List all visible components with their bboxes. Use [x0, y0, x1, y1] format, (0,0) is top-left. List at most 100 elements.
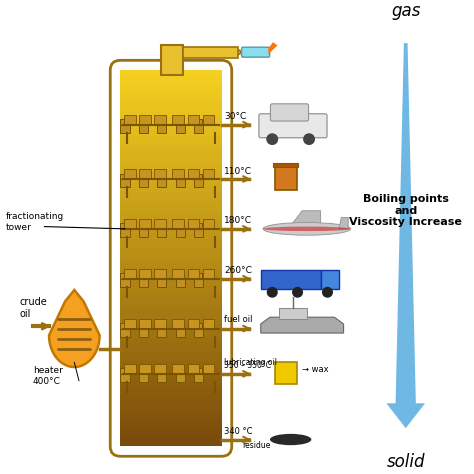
Bar	[120, 112, 222, 117]
Bar	[120, 239, 222, 244]
Bar	[188, 364, 199, 374]
Text: 340 °C: 340 °C	[224, 427, 253, 436]
Bar	[139, 374, 148, 382]
Bar	[203, 115, 214, 125]
Bar	[120, 164, 222, 169]
Bar	[161, 46, 183, 75]
Bar	[157, 273, 165, 279]
Bar	[124, 169, 136, 179]
Bar	[139, 368, 146, 374]
Circle shape	[322, 287, 333, 298]
Bar	[120, 108, 222, 113]
Bar	[120, 333, 222, 338]
Bar	[120, 267, 222, 273]
Bar	[120, 356, 222, 362]
Bar	[120, 225, 222, 230]
Text: crude
oil: crude oil	[19, 297, 47, 319]
Bar	[183, 47, 238, 58]
Bar	[194, 223, 202, 229]
Bar	[120, 408, 222, 413]
Bar	[155, 269, 166, 279]
Bar	[120, 324, 222, 329]
Bar	[188, 319, 199, 328]
Bar	[120, 216, 222, 221]
Bar	[203, 319, 214, 328]
Bar	[120, 295, 222, 301]
Bar	[157, 179, 166, 187]
Bar	[120, 98, 222, 103]
Bar	[120, 263, 222, 268]
Bar	[124, 319, 136, 328]
Text: 30°C: 30°C	[224, 112, 246, 121]
Bar	[120, 126, 222, 131]
Bar	[155, 219, 166, 229]
Bar	[139, 173, 146, 179]
Bar	[194, 125, 203, 133]
FancyBboxPatch shape	[259, 114, 327, 138]
Bar	[124, 115, 136, 125]
Bar	[124, 269, 136, 279]
Bar	[175, 273, 183, 279]
Bar	[120, 220, 222, 226]
Bar	[139, 328, 148, 337]
Polygon shape	[339, 218, 348, 229]
Bar	[120, 347, 222, 352]
Bar	[194, 173, 202, 179]
Bar	[120, 427, 222, 432]
Bar	[188, 219, 199, 229]
Bar	[120, 258, 222, 263]
Bar	[120, 371, 222, 376]
Bar	[139, 125, 148, 133]
Bar	[120, 328, 222, 334]
Bar	[120, 323, 128, 328]
Bar	[124, 364, 136, 374]
Text: → wax: → wax	[302, 365, 329, 374]
FancyBboxPatch shape	[270, 104, 309, 121]
Bar	[120, 368, 128, 374]
Bar	[139, 115, 151, 125]
Bar	[120, 394, 222, 399]
Bar	[279, 308, 307, 319]
Bar	[173, 269, 184, 279]
Bar	[120, 418, 222, 423]
Bar	[175, 323, 183, 328]
Bar	[157, 323, 165, 328]
Bar	[120, 70, 222, 75]
Bar	[120, 282, 222, 286]
Bar	[120, 385, 222, 390]
Bar	[175, 179, 185, 187]
Ellipse shape	[263, 222, 350, 235]
Bar	[157, 328, 166, 337]
Bar	[120, 79, 222, 84]
Polygon shape	[268, 42, 277, 55]
Bar	[194, 119, 202, 125]
Bar	[120, 437, 222, 442]
Bar	[139, 364, 151, 374]
Bar	[194, 328, 203, 337]
Text: 110°C: 110°C	[224, 166, 252, 175]
Bar	[120, 305, 222, 310]
Bar	[139, 323, 146, 328]
Bar	[120, 223, 128, 229]
Bar	[120, 273, 128, 279]
Text: residue: residue	[242, 441, 271, 450]
Bar	[120, 328, 129, 337]
Polygon shape	[49, 290, 100, 367]
Bar	[139, 119, 146, 125]
Bar	[203, 219, 214, 229]
Ellipse shape	[263, 227, 350, 231]
Bar	[120, 178, 222, 183]
Bar	[188, 269, 199, 279]
Bar	[155, 364, 166, 374]
Bar	[203, 169, 214, 179]
Bar	[203, 364, 214, 374]
FancyBboxPatch shape	[273, 163, 298, 167]
Bar	[120, 375, 222, 381]
Text: 350 – 350°C: 350 – 350°C	[224, 361, 271, 370]
Bar	[120, 403, 222, 409]
Bar	[120, 314, 222, 319]
Bar	[139, 279, 148, 287]
Text: Boiling points
and
Viscosity Increase: Boiling points and Viscosity Increase	[349, 194, 462, 228]
Bar	[175, 125, 185, 133]
Bar	[175, 279, 185, 287]
